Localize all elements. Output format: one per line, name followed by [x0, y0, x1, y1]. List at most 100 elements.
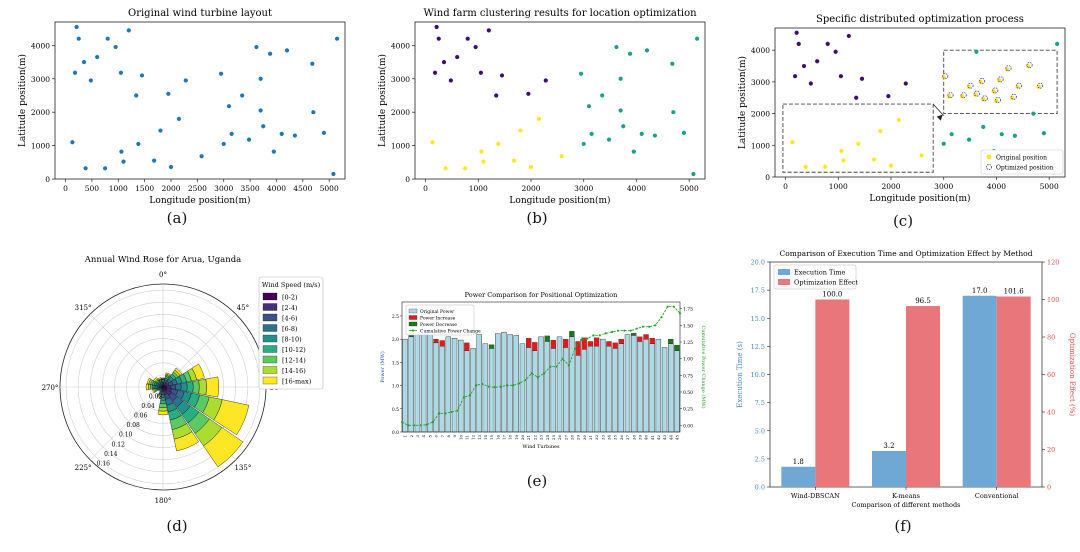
legend-line-marker [411, 329, 415, 332]
optimized-position-marker [994, 96, 1001, 103]
x-axis-label: Longitude position(m) [149, 195, 250, 206]
x-tick-label: K-means [892, 492, 920, 500]
cumulative-power-point [648, 325, 651, 328]
cluster-point [606, 137, 612, 142]
cluster-point [1031, 111, 1036, 116]
turbine-tick-label: 24 [545, 435, 550, 441]
execution-time-label: 3.2 [883, 442, 894, 450]
turbine-tick-label: 42 [656, 435, 661, 441]
cumulative-power-point [592, 334, 595, 337]
y-tick-label: 5.0 [755, 427, 765, 435]
cumulative-power-point [586, 337, 589, 340]
x-tick-label: 3000 [214, 184, 233, 193]
x-axis-label: Comparison of different methods [852, 501, 961, 509]
legend-swatch [262, 334, 278, 343]
turbine-point [102, 166, 108, 171]
panel-e: Power Comparison for Positional Optimiza… [370, 290, 710, 470]
y2-tick-label: 0.00 [683, 423, 693, 429]
optimization-effect-bar [996, 296, 1031, 487]
original-power-bar [476, 334, 482, 433]
original-power-bar [501, 331, 507, 433]
cluster-point [838, 74, 844, 79]
turbine-point [331, 171, 336, 177]
caption-d: (d) [166, 517, 188, 535]
power-decrease-bar [668, 338, 674, 344]
turbine-tick-label: 38 [631, 435, 636, 441]
angle-label: 180° [155, 497, 172, 505]
cluster-point [872, 157, 877, 162]
power-increase-bar [649, 338, 655, 344]
execution-time-label: 1.8 [793, 458, 804, 466]
turbine-tick-label: 41 [650, 435, 655, 440]
cumulative-power-point [450, 410, 453, 414]
y2-tick-label: 20 [1047, 446, 1055, 454]
optimized-position-marker [997, 76, 1004, 83]
x-tick-label: 3500 [241, 184, 260, 193]
execution-time-bar [872, 451, 906, 487]
cumulative-power-point [505, 384, 509, 387]
cumulative-power-point [487, 385, 490, 388]
turbine-tick-label: 36 [619, 435, 624, 441]
x-tick-label: 0 [423, 184, 428, 193]
legend-label: Power Increase [420, 316, 456, 322]
legend-swatch [262, 313, 278, 322]
turbine-point [268, 51, 273, 56]
original-power-bar [587, 345, 594, 433]
wind-rose-segment [174, 367, 183, 376]
cumulative-power-point [437, 412, 441, 415]
power-increase-bar [563, 338, 569, 348]
turbine-point [168, 164, 174, 170]
turbine-tick-label: 33 [600, 435, 605, 441]
cluster-point [644, 48, 650, 53]
angle-label: 0° [159, 271, 167, 279]
turbine-point [70, 140, 75, 145]
wind-rose-segment [153, 377, 158, 382]
optimization-effect-bar [815, 299, 850, 487]
optimized-position-marker [1010, 93, 1017, 100]
cluster-point [499, 73, 505, 78]
turbine-point [221, 141, 226, 147]
y2-tick-label: 1.00 [683, 357, 693, 363]
optimized-position-marker [960, 92, 967, 99]
plot-frame [54, 21, 346, 180]
cluster-point [432, 70, 438, 75]
turbine-point [136, 141, 141, 147]
original-power-bar [600, 338, 606, 433]
wind-rose-segment [191, 363, 205, 381]
cluster-point [1041, 131, 1047, 136]
optimized-position-marker [942, 73, 949, 80]
plot-frame [774, 27, 1066, 178]
y-tick-label: 1.0 [392, 384, 399, 390]
original-power-bar [433, 342, 439, 433]
legend-swatch [262, 376, 278, 385]
cluster-point [670, 61, 675, 66]
cumulative-power-point [425, 423, 428, 426]
y-tick-label: 1.5 [392, 360, 399, 366]
x-tick-label: 2000 [521, 184, 540, 193]
chart-title: Power Comparison for Positional Optimiza… [465, 291, 618, 299]
cumulative-power-point [672, 305, 675, 308]
original-power-bar [495, 333, 501, 433]
power-increase-bar [526, 338, 532, 348]
cluster-point [589, 131, 594, 137]
turbine-tick-label: 29 [576, 435, 581, 441]
turbine-point [121, 159, 126, 164]
turbine-point [158, 128, 163, 133]
turbine-point [334, 36, 340, 41]
caption-b: (b) [526, 209, 548, 227]
legend-label: Power Decrease [420, 322, 457, 328]
cumulative-power-point [530, 372, 533, 375]
turbine-point [258, 108, 263, 113]
legend-swatch [262, 355, 278, 364]
cluster-point [443, 166, 448, 171]
cumulative-power-point [481, 382, 484, 386]
cumulative-power-point [635, 327, 638, 330]
cluster-point [888, 163, 894, 168]
legend-label: [2-4) [282, 304, 298, 312]
wind-rose-segment [145, 383, 149, 391]
cluster-point [621, 124, 626, 129]
wind-rose-segment [180, 382, 188, 392]
power-decrease-bar [544, 335, 550, 342]
legend-label: Original Power [420, 309, 455, 315]
original-power-bar [544, 341, 550, 433]
